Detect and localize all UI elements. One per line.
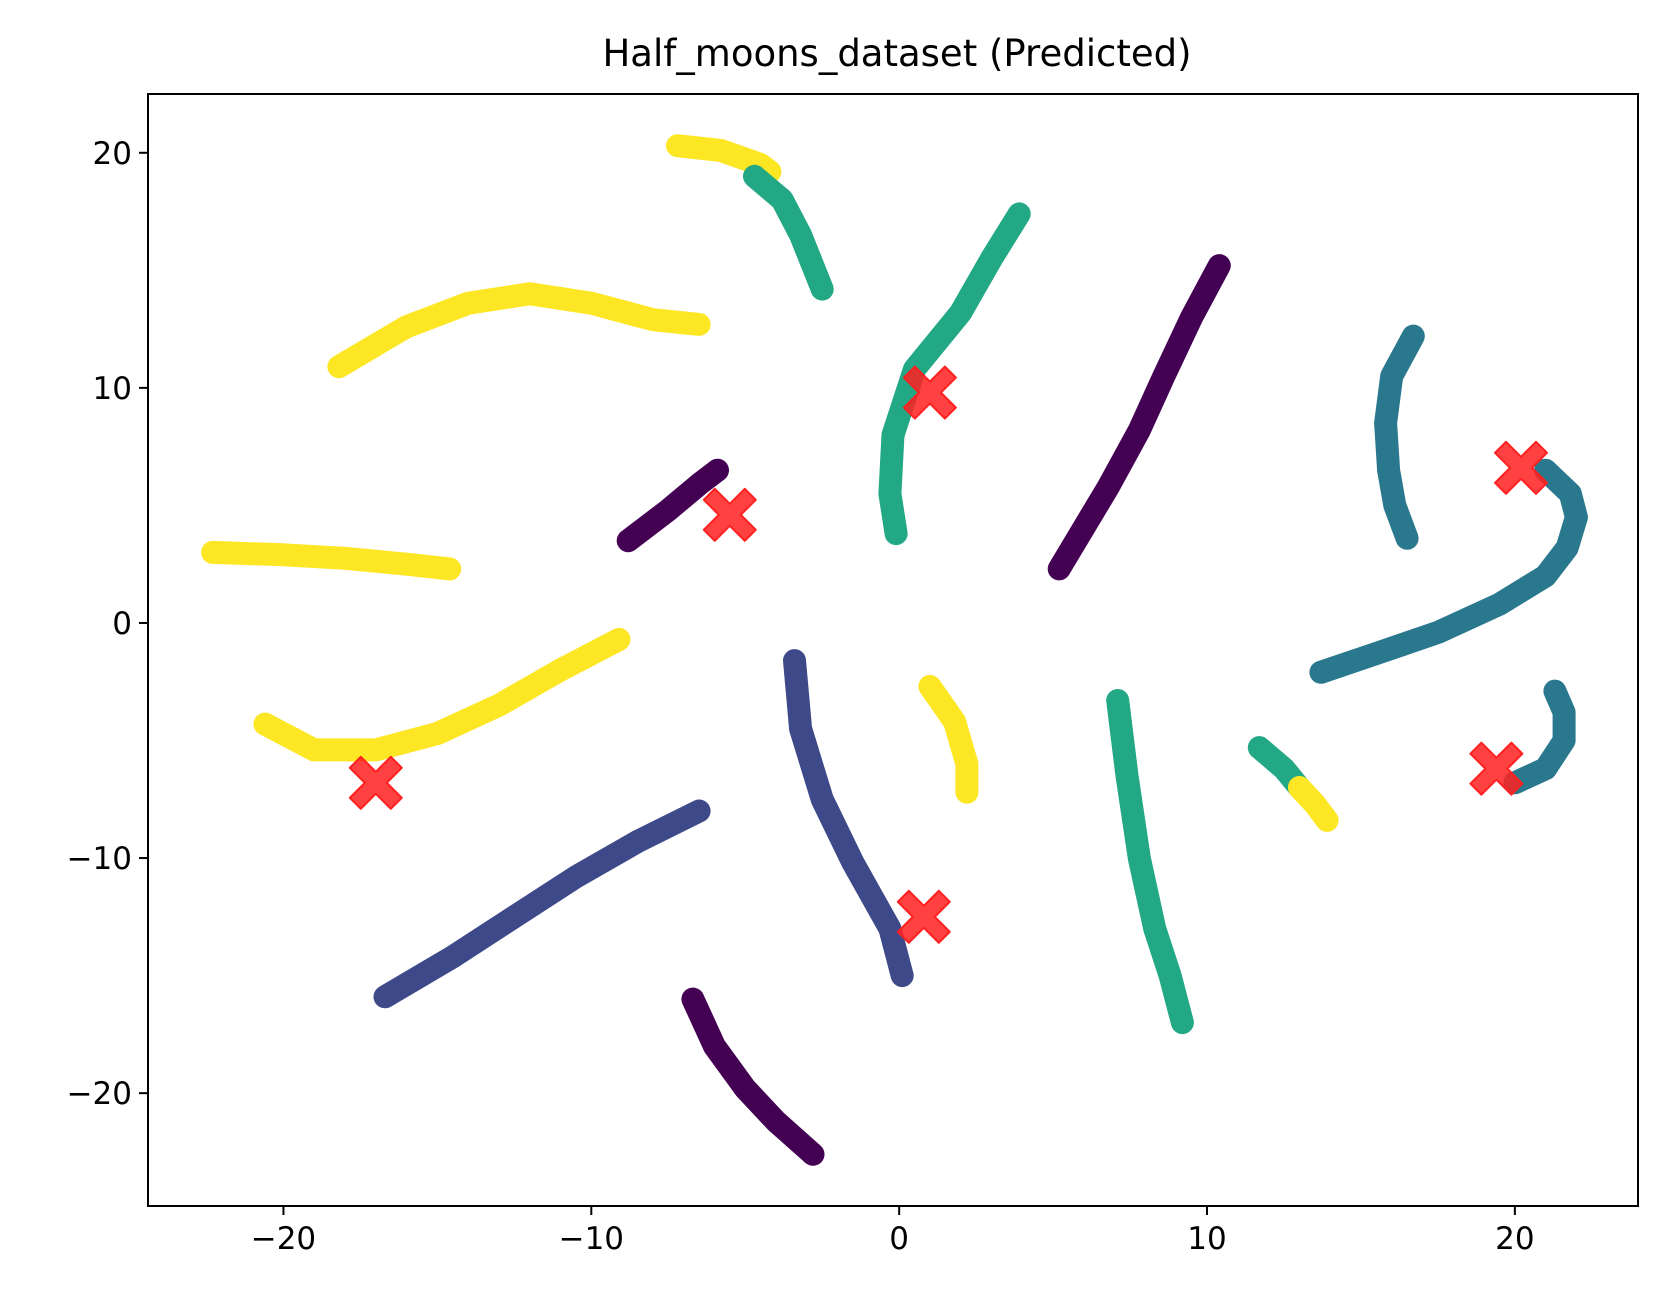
x-tick-label-2: 0 bbox=[889, 1221, 909, 1257]
series-yellow-9 bbox=[253, 627, 631, 762]
plot-frame bbox=[147, 93, 1639, 1207]
series-yellow-14 bbox=[1287, 776, 1339, 832]
x-tick-label-3: 10 bbox=[1187, 1221, 1226, 1257]
series-green-1 bbox=[743, 164, 834, 301]
y-tick-label-2: 0 bbox=[112, 606, 132, 642]
centroid-layer bbox=[348, 365, 1548, 944]
series-layer bbox=[201, 134, 1588, 1166]
series-indigo-10 bbox=[783, 649, 914, 988]
series-green-12 bbox=[1106, 689, 1194, 1035]
series-teal-15 bbox=[1503, 679, 1576, 795]
series-teal-8 bbox=[1309, 458, 1588, 684]
y-tick-label-0: −20 bbox=[67, 1076, 132, 1112]
x-tick-label-4: 20 bbox=[1495, 1221, 1534, 1257]
y-axis: −20 −10 0 10 20 bbox=[67, 136, 148, 1112]
y-tick-label-1: −10 bbox=[67, 841, 132, 877]
series-yellow-11 bbox=[918, 674, 979, 804]
y-tick-label-4: 20 bbox=[93, 136, 132, 172]
centroid-marker-4 bbox=[1494, 440, 1548, 495]
centroid-marker-3 bbox=[896, 889, 951, 944]
centroid-marker-1 bbox=[702, 487, 757, 542]
series-yellow-0 bbox=[666, 134, 782, 184]
centroid-marker-2 bbox=[348, 755, 403, 810]
centroid-marker-5 bbox=[1469, 741, 1524, 796]
series-purple-6 bbox=[616, 458, 729, 553]
x-tick-label-1: −10 bbox=[559, 1221, 624, 1257]
series-purple-4 bbox=[1047, 254, 1231, 581]
series-yellow-2 bbox=[327, 282, 711, 379]
series-teal-5 bbox=[1374, 324, 1425, 550]
y-tick-label-3: 10 bbox=[93, 371, 132, 407]
chart-title: Half_moons_dataset (Predicted) bbox=[602, 32, 1191, 75]
series-purple-17 bbox=[681, 987, 825, 1166]
x-tick-label-0: −20 bbox=[251, 1221, 316, 1257]
x-axis: −20 −10 0 10 20 bbox=[251, 1206, 1535, 1257]
series-indigo-16 bbox=[373, 799, 711, 1009]
centroid-marker-0 bbox=[902, 365, 957, 420]
series-yellow-7 bbox=[201, 540, 462, 581]
